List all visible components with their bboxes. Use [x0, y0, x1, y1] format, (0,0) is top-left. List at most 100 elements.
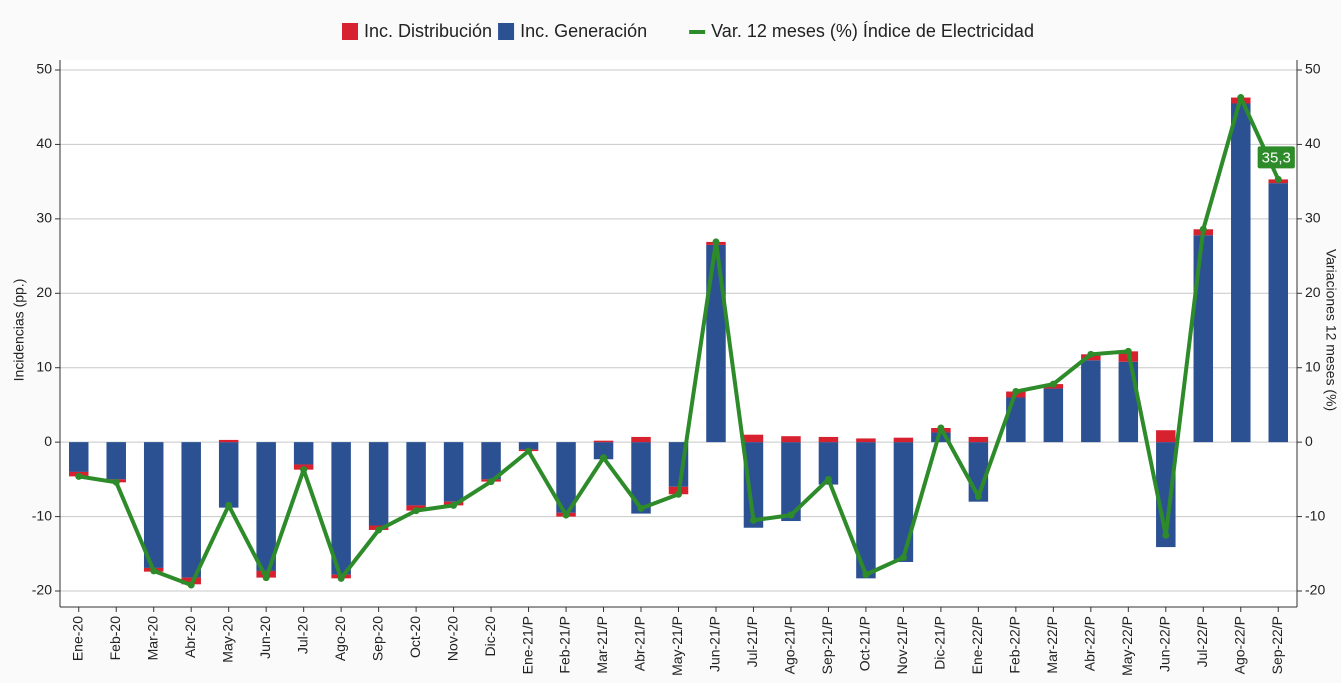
bar	[218, 439, 239, 443]
bar	[68, 442, 89, 472]
bar	[106, 442, 126, 480]
x-tick-label: Dic-21/P	[932, 616, 948, 670]
x-tick-label: Abr-20	[182, 616, 198, 658]
line-point	[600, 454, 608, 462]
bar	[1231, 103, 1251, 443]
y2-tick-label: 30	[1305, 210, 1321, 226]
x-tick-label: Abr-22/P	[1082, 616, 1098, 671]
x-tick-label: Oct-20	[407, 616, 423, 658]
bar	[893, 437, 914, 443]
y-tick-label: 10	[36, 358, 52, 374]
line-point	[937, 424, 945, 432]
legend-label: Var. 12 meses (%) Índice de Electricidad	[711, 21, 1034, 41]
x-tick-label: Jun-22/P	[1157, 616, 1173, 672]
line-point	[749, 516, 757, 524]
x-tick-label: Ene-21/P	[519, 616, 535, 674]
bar	[593, 442, 614, 460]
x-tick-label: Mar-21/P	[594, 616, 610, 674]
line-point	[712, 238, 720, 246]
line-point	[1274, 175, 1282, 183]
y-tick-label: 0	[44, 433, 52, 449]
legend-swatch	[498, 23, 515, 40]
bar	[1043, 388, 1064, 443]
line-point	[225, 501, 233, 509]
line-point	[337, 574, 345, 582]
data-label-box	[1257, 146, 1295, 169]
legend-label: Inc. Distribución	[364, 21, 492, 41]
bar	[331, 442, 351, 575]
line-point	[112, 478, 120, 486]
line-point	[1087, 350, 1095, 358]
x-tick-label: Dic-20	[482, 616, 498, 657]
bar	[631, 442, 651, 514]
bar	[368, 442, 389, 526]
bar	[443, 442, 464, 502]
bar	[181, 442, 201, 578]
y2-tick-label: 20	[1305, 284, 1321, 300]
bar	[593, 440, 614, 443]
line-point	[1162, 531, 1170, 539]
bar	[968, 436, 989, 443]
x-tick-label: Ago-21/P	[782, 616, 798, 674]
x-tick-label: Mar-20	[144, 616, 160, 661]
legend-label: Inc. Generación	[520, 21, 647, 41]
x-tick-label: May-22/P	[1119, 616, 1135, 676]
x-tick-label: May-20	[219, 616, 235, 663]
y2-tick-label: -10	[1305, 507, 1325, 523]
bar	[1118, 361, 1139, 443]
plot-area	[60, 60, 1297, 607]
y2-tick-label: 10	[1305, 358, 1321, 374]
y-tick-label: -10	[32, 507, 52, 523]
x-tick-label: Sep-22/P	[1269, 616, 1285, 674]
line-point	[562, 511, 570, 519]
line-point	[899, 554, 907, 562]
bar	[556, 442, 576, 513]
y2-tick-label: 50	[1305, 61, 1321, 77]
bar	[893, 442, 914, 562]
bar	[1006, 397, 1026, 443]
legend: Inc. Distribución Inc. Generación Var. 12 …	[342, 21, 1034, 41]
x-tick-label: Ago-22/P	[1231, 616, 1247, 674]
y-tick-label: 30	[36, 210, 52, 226]
legend-swatch	[342, 23, 358, 40]
line-point	[525, 447, 533, 455]
line-point	[787, 511, 795, 519]
bar	[743, 442, 764, 528]
y2-axis-label: Variaciones 12 meses (%)	[1323, 249, 1339, 411]
x-tick-label: Oct-21/P	[857, 616, 873, 671]
line-point	[150, 567, 158, 575]
y2-tick-label: -20	[1305, 582, 1325, 598]
data-label: 35,3	[1262, 149, 1291, 166]
bar	[481, 442, 501, 480]
line-point	[187, 581, 195, 589]
bar	[1193, 235, 1214, 443]
y2-tick-label: 40	[1305, 135, 1321, 151]
bar	[856, 442, 876, 579]
y-tick-label: 50	[36, 61, 52, 77]
x-tick-label: Feb-22/P	[1007, 616, 1023, 674]
line-point	[862, 571, 870, 579]
x-tick-label: Jul-20	[294, 616, 310, 654]
line-point	[637, 504, 645, 512]
x-tick-label: Jul-21/P	[744, 616, 760, 667]
x-tick-label: Nov-20	[444, 616, 460, 661]
y-tick-label: -20	[32, 582, 52, 598]
line-point	[375, 526, 383, 534]
bar	[706, 244, 726, 443]
line-point	[675, 490, 682, 498]
y-tick-label: 20	[36, 284, 52, 300]
x-tick-label: Feb-20	[107, 616, 123, 661]
x-tick-label: Sep-20	[369, 616, 385, 661]
x-tick-label: Ene-20	[69, 616, 85, 661]
bar	[818, 436, 839, 443]
x-tick-label: Jun-21/P	[707, 616, 723, 672]
bar	[293, 442, 314, 465]
x-tick-label: Feb-21/P	[557, 616, 573, 674]
bar	[143, 442, 164, 568]
bar	[931, 432, 951, 443]
line-point	[1124, 347, 1132, 355]
x-tick-label: Sep-21/P	[819, 616, 835, 674]
bar	[856, 438, 876, 443]
line-point	[1049, 380, 1057, 388]
line-point	[1237, 94, 1245, 102]
